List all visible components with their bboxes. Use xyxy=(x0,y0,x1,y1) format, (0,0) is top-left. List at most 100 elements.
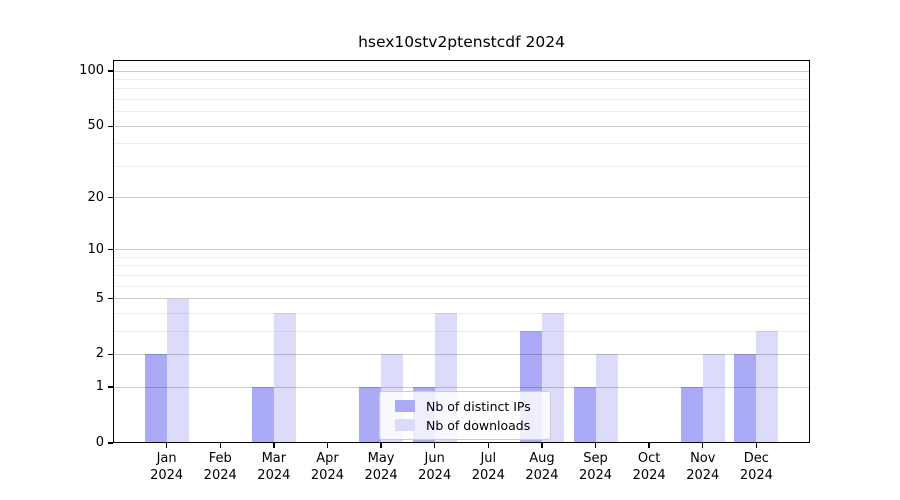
gridline-minor-4 xyxy=(113,312,810,314)
chart-title: hsex10stv2ptenstcdf 2024 xyxy=(358,33,565,51)
y-tick-10 xyxy=(108,249,113,251)
x-tick-aug xyxy=(541,443,543,448)
x-tick-year: 2024 xyxy=(310,468,344,483)
x-tick-label-nov: Nov 2024 xyxy=(663,450,743,484)
x-tick-year: 2024 xyxy=(364,468,398,483)
x-tick-oct xyxy=(648,443,650,448)
x-tick-label-may: May 2024 xyxy=(341,450,421,484)
bar-nb-of-distinct-ips-may xyxy=(359,387,382,443)
x-tick-jul xyxy=(487,443,489,448)
x-tick-month: Jun xyxy=(424,451,445,466)
y-tick-label-2: 2 xyxy=(95,346,104,362)
legend-label-distinct-ips: Nb of distinct IPs xyxy=(426,398,531,414)
gridline-minor-8 xyxy=(113,265,810,267)
x-tick-label-dec: Dec 2024 xyxy=(716,450,796,484)
x-tick-label-feb: Feb 2024 xyxy=(180,450,260,484)
x-tick-month: Nov xyxy=(690,451,716,466)
legend-swatch-distinct-ips xyxy=(395,400,415,412)
gridline-major-50 xyxy=(113,125,810,127)
x-tick-month: Sep xyxy=(583,451,608,466)
bar-nb-of-distinct-ips-jan xyxy=(144,354,167,443)
plot-area: 0 1 2 5 10 20 50 100 Jan 2024 Feb 2024 Mar 2024 Apr 202… xyxy=(79,60,810,483)
x-tick-label-apr: Apr 2024 xyxy=(287,450,367,484)
bar-nb-of-distinct-ips-nov xyxy=(680,387,703,443)
gridline-minor-70 xyxy=(113,99,810,101)
x-tick-label-mar: Mar 2024 xyxy=(234,450,314,484)
gridline-major-20 xyxy=(113,197,810,199)
x-tick-year: 2024 xyxy=(471,468,505,483)
x-tick-label-aug: Aug 2024 xyxy=(502,450,582,484)
bar-nb-of-distinct-ips-dec xyxy=(734,354,757,443)
gridline-major-10 xyxy=(113,249,810,251)
y-tick-label-10: 10 xyxy=(87,241,104,257)
legend-swatch-downloads xyxy=(395,419,415,431)
x-tick-feb xyxy=(219,443,221,448)
bar-nb-of-downloads-nov xyxy=(702,354,725,443)
gridline-minor-6 xyxy=(113,285,810,287)
gridline-minor-40 xyxy=(113,143,810,145)
y-tick-0 xyxy=(108,442,113,444)
bar-nb-of-downloads-mar xyxy=(273,313,296,443)
legend-item-downloads: Nb of downloads xyxy=(395,417,540,433)
y-tick-label-5: 5 xyxy=(95,290,104,306)
x-tick-sep xyxy=(594,443,597,448)
x-tick-label-jul: Jul 2024 xyxy=(448,450,528,484)
x-tick-year: 2024 xyxy=(632,468,666,483)
x-tick-month: Mar xyxy=(261,451,287,466)
bar-nb-of-downloads-dec xyxy=(756,331,779,443)
x-tick-year: 2024 xyxy=(739,468,773,483)
x-tick-year: 2024 xyxy=(686,468,720,483)
gridline-major-1 xyxy=(113,386,810,388)
legend-label-downloads: Nb of downloads xyxy=(426,417,531,433)
y-tick-label-100: 100 xyxy=(79,63,104,79)
bar-nb-of-downloads-sep xyxy=(595,354,618,443)
x-tick-mar xyxy=(273,443,275,448)
gridline-minor-80 xyxy=(113,88,810,90)
gridline-major-2 xyxy=(113,353,810,355)
y-tick-label-0: 0 xyxy=(95,435,104,450)
x-tick-jun xyxy=(433,443,436,448)
bar-nb-of-distinct-ips-sep xyxy=(573,387,596,443)
gridline-major-5 xyxy=(113,298,810,300)
gridline-minor-30 xyxy=(113,165,810,167)
x-tick-month: Feb xyxy=(208,451,232,466)
gridline-minor-60 xyxy=(113,111,810,113)
x-tick-month: Jan xyxy=(156,451,177,466)
y-tick-label-50: 50 xyxy=(87,118,104,134)
x-tick-month: Oct xyxy=(637,451,661,466)
x-tick-year: 2024 xyxy=(257,468,291,483)
x-tick-label-sep: Sep 2024 xyxy=(556,450,636,484)
x-tick-year: 2024 xyxy=(418,468,452,483)
gridline-major-100 xyxy=(113,70,810,72)
x-tick-month: Apr xyxy=(316,451,339,466)
x-tick-may xyxy=(380,443,382,448)
x-tick-year: 2024 xyxy=(203,468,237,483)
y-tick-label-1: 1 xyxy=(95,379,104,395)
gridline-minor-7 xyxy=(113,274,810,276)
legend-item-distinct-ips: Nb of distinct IPs xyxy=(395,398,540,414)
gridline-minor-90 xyxy=(113,79,810,81)
bar-nb-of-downloads-jan xyxy=(166,298,189,443)
x-tick-year: 2024 xyxy=(150,468,184,483)
x-tick-dec xyxy=(755,443,758,448)
y-tick-2 xyxy=(108,353,113,356)
x-tick-month: Jul xyxy=(480,451,497,466)
gridline-minor-9 xyxy=(113,256,810,258)
y-tick-label-20: 20 xyxy=(87,189,104,205)
y-tick-50 xyxy=(108,125,113,127)
gridline-minor-3 xyxy=(113,330,810,332)
x-tick-year: 2024 xyxy=(578,468,613,483)
y-tick-1 xyxy=(108,386,113,388)
x-tick-year: 2024 xyxy=(525,468,559,483)
x-tick-label-jan: Jan 2024 xyxy=(127,450,207,484)
x-tick-apr xyxy=(326,443,329,448)
y-tick-5 xyxy=(108,297,113,300)
legend: Nb of distinct IPs Nb of downloads xyxy=(379,391,551,440)
x-tick-month: May xyxy=(367,451,395,466)
x-tick-label-jun: Jun 2024 xyxy=(395,450,475,484)
x-tick-jan xyxy=(165,443,168,448)
x-tick-label-oct: Oct 2024 xyxy=(609,450,689,484)
x-tick-month: Dec xyxy=(743,451,769,466)
bar-nb-of-distinct-ips-mar xyxy=(251,387,274,443)
